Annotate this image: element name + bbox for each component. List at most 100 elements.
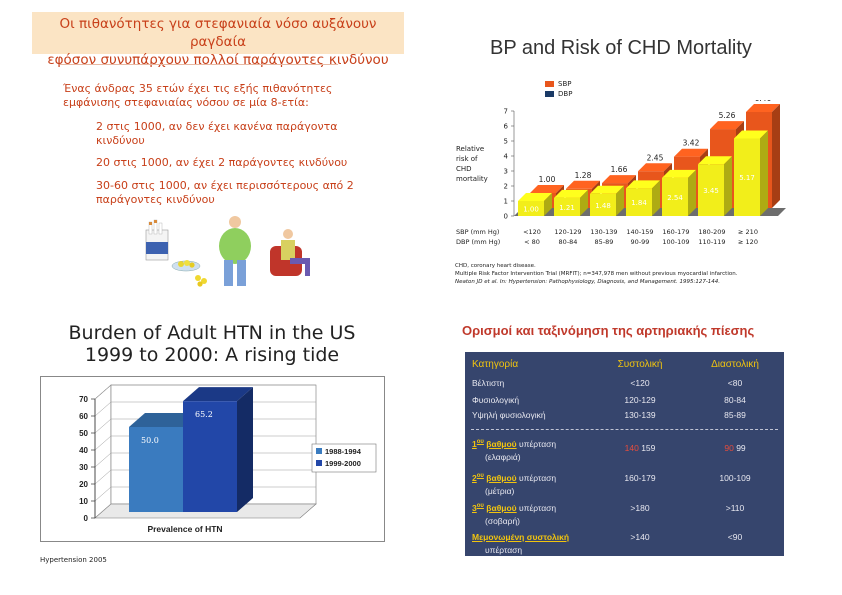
row-grade1-diastolic: 90 99 [705, 443, 765, 453]
dbp-category-label: 100-109 [661, 238, 691, 246]
risk2-line: 20 στις 1000, αν έχει 2 παράγοντες κινδύ… [96, 156, 376, 170]
grade2-sup: ου [477, 473, 484, 479]
sbp-value-label: 6.40 [755, 100, 772, 103]
row-grade3-diastolic: >110 [705, 503, 765, 513]
risk3-line-1: 30-60 στις 1000, αν έχει περισσότερους α… [96, 179, 376, 193]
dbp-value-label: 2.54 [667, 194, 683, 202]
grade3-word: βαθμού [486, 503, 516, 513]
seated-smoker-icon [270, 229, 310, 276]
row-grade2-category: 2ου βαθμού υπέρταση [472, 473, 556, 483]
row-isolated-systolic: >140 [610, 532, 670, 542]
htn-legend-swatch [316, 460, 322, 466]
row-normal-diastolic: 80-84 [705, 395, 765, 405]
bp-chart-footnote: CHD, coronary heart disease. Multiple Ri… [455, 262, 775, 286]
lifestyle-illustration [140, 212, 320, 292]
row-isolated-category: Μεμονωμένη συστολική [472, 532, 569, 542]
row-grade2-diastolic: 100-109 [705, 473, 765, 483]
sbp-category-label: 140-159 [625, 228, 655, 236]
risk-item-two: 20 στις 1000, αν έχει 2 παράγοντες κινδύ… [96, 156, 376, 170]
divider [60, 64, 338, 65]
legend-dbp-label: DBP [558, 90, 572, 98]
row-high-normal-systolic: 130-139 [610, 410, 670, 420]
cigarette-pack-icon [146, 220, 168, 260]
row-grade3-category: 3ου βαθμού υπέρταση [472, 503, 556, 513]
y-tick-label: 1 [504, 198, 508, 206]
dbp-bar-side [688, 170, 696, 216]
row-high-normal-diastolic: 85-89 [705, 410, 765, 420]
grade1-sys-low: 140 [625, 443, 639, 453]
sbp-category-label: ≥ 210 [733, 228, 763, 236]
dbp-value-label: 1.84 [631, 199, 647, 207]
sbp-axis-label: SBP (mm Hg) [456, 228, 499, 236]
sbp-value-label: 2.45 [647, 153, 664, 162]
dbp-category-label: 80-84 [553, 238, 583, 246]
intro-line-2: εμφάνισης στεφανιαίας νόσου σε μία 8-ετί… [63, 96, 383, 110]
grade2-sub: (μέτρια) [485, 486, 514, 496]
grade2-rest: υπέρταση [517, 473, 557, 483]
risk1-line-2: κινδύνου [96, 134, 376, 148]
legend-sbp: SBP [545, 80, 571, 88]
sbp-category-label: 180-209 [697, 228, 727, 236]
row-optimal-diastolic: <80 [705, 378, 765, 388]
grade1-dia-low: 90 [724, 443, 733, 453]
y-tick-label: 3 [504, 168, 508, 176]
row-high-normal-category: Υψηλή φυσιολογική [472, 410, 546, 420]
grade2-word: βαθμού [486, 473, 516, 483]
dbp-category-label: 85-89 [589, 238, 619, 246]
grade1-dia-high: 99 [736, 443, 745, 453]
htn-legend-label: 1999-2000 [325, 459, 361, 468]
dbp-value-label: 3.45 [703, 187, 719, 195]
sbp-category-label: 120-129 [553, 228, 583, 236]
row-grade2-systolic: 160-179 [610, 473, 670, 483]
htn-y-tick-label: 20 [79, 480, 88, 489]
bp-table-title: Ορισμοί και ταξινόμηση της αρτηριακής πί… [462, 323, 754, 338]
htn-y-tick-label: 30 [79, 463, 88, 472]
dbp-bar-side [760, 130, 768, 216]
legend-sbp-label: SBP [558, 80, 571, 88]
htn-title-line-1: Burden of Adult HTN in the US [62, 322, 362, 344]
row-grade1-category: 1ου βαθμού υπέρταση [472, 439, 556, 449]
y-tick-label: 2 [504, 183, 508, 191]
sbp-bar-side [772, 104, 780, 208]
dbp-bar-side [724, 156, 732, 216]
htn-legend: 1988-1994 1999-2000 [312, 444, 376, 472]
risk-intro: Ένας άνδρας 35 ετών έχει τις εξής πιθανό… [63, 82, 383, 110]
y-tick-label: 6 [504, 123, 509, 131]
sbp-category-label: 130-139 [589, 228, 619, 236]
header-systolic: Συστολική [610, 359, 670, 370]
isolated-word: Μεμονωμένη συστολική [472, 532, 569, 542]
y-tick-label: 0 [504, 213, 508, 221]
isolated-sub: υπέρταση [485, 545, 522, 555]
htn-y-tick-label: 0 [84, 514, 89, 523]
sbp-value-label: 1.28 [575, 171, 592, 180]
dbp-value-label: 1.21 [559, 204, 575, 212]
grade3-sup: ου [477, 503, 484, 509]
htn-legend-label: 1988-1994 [325, 447, 362, 456]
htn-chart: 0 10 20 30 40 50 60 70 50.0 65.2 Prevalence of HTN… [40, 376, 385, 542]
sbp-category-label: <120 [517, 228, 547, 236]
htn-y-tick-label: 40 [79, 446, 88, 455]
y-tick-label: 7 [504, 108, 508, 116]
row-optimal-systolic: <120 [610, 378, 670, 388]
risk-banner: Οι πιθανότητες για στεφανιαία νόσο αυξάν… [32, 12, 404, 54]
dbp-category-label: 90-99 [625, 238, 655, 246]
htn-legend-swatch [316, 448, 322, 454]
ylabel-line-1: Relative [456, 144, 488, 154]
sbp-category-label: 160-179 [661, 228, 691, 236]
grade1-rest: υπέρταση [517, 439, 557, 449]
htn-source: Hypertension 2005 [40, 556, 107, 564]
table-divider [471, 429, 778, 430]
snack-bowl-icon [172, 260, 207, 287]
ylabel-line-3: CHD [456, 164, 488, 174]
sbp-swatch [545, 81, 554, 87]
grade3-sub: (σοβαρή) [485, 516, 520, 526]
htn-y-tick-label: 70 [79, 395, 88, 404]
dbp-value-label: 1.00 [523, 206, 539, 214]
dbp-category-label: 110-119 [697, 238, 727, 246]
banner-line-2: εφόσον συνυπάρχουν πολλοί παράγοντες κιν… [32, 51, 404, 69]
htn-y-tick-label: 10 [79, 497, 88, 506]
risk-item-none: 2 στις 1000, αν δεν έχει κανένα παράγοντ… [96, 120, 376, 148]
htn-bar-side [237, 387, 253, 512]
grade1-sup: ου [477, 439, 484, 445]
htn-x-axis-label: Prevalence of HTN [147, 524, 222, 534]
